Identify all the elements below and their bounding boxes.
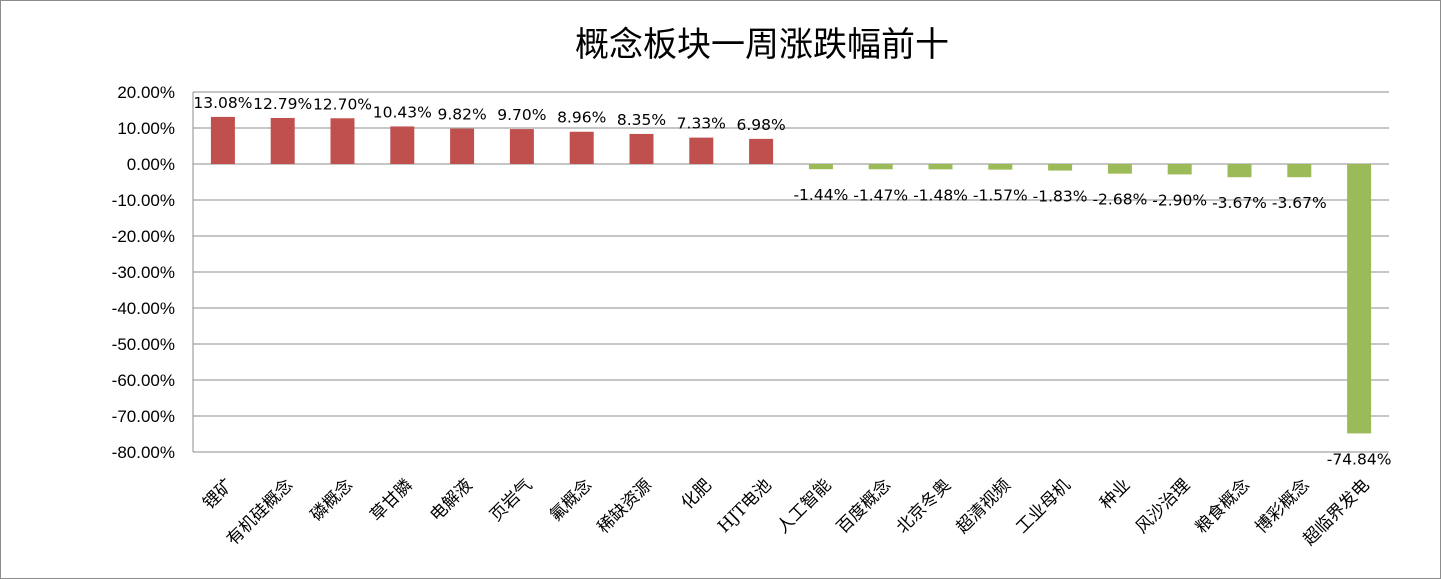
data-label: -1.47%	[853, 186, 908, 204]
category-label: 页岩气	[486, 475, 536, 525]
data-label: -2.68%	[1092, 191, 1147, 209]
category-label: 工业母机	[1012, 475, 1074, 537]
y-tick-label: -50.00%	[112, 335, 175, 354]
bar	[330, 118, 355, 164]
data-label: 8.35%	[617, 111, 666, 129]
bar	[569, 131, 594, 164]
category-label: 稀缺资源	[594, 475, 656, 537]
y-tick-label: -10.00%	[112, 191, 175, 210]
data-label: -1.48%	[913, 186, 968, 204]
category-label: HJT电池	[714, 475, 776, 537]
category-label: 锂矿	[199, 475, 237, 513]
category-label: 化肥	[678, 475, 716, 513]
y-tick-label: -70.00%	[112, 407, 175, 426]
data-label: 12.70%	[313, 95, 372, 113]
bar	[868, 164, 893, 170]
y-tick-label: -20.00%	[112, 227, 175, 246]
bar	[629, 133, 654, 164]
category-label: 北京冬奥	[893, 475, 955, 537]
bar	[808, 164, 833, 170]
bar	[1227, 164, 1252, 178]
y-tick-label: 0.00%	[127, 155, 175, 174]
bar	[509, 129, 534, 164]
data-label: 13.08%	[193, 94, 252, 112]
y-tick-label: -40.00%	[112, 299, 175, 318]
bar	[270, 117, 295, 164]
data-label: -74.84%	[1327, 450, 1392, 468]
bar	[1287, 164, 1312, 178]
y-tick-label: -60.00%	[112, 371, 175, 390]
bar	[450, 128, 475, 164]
bar	[1107, 164, 1132, 174]
data-label: -3.67%	[1212, 194, 1267, 212]
bar	[689, 137, 714, 164]
data-label: 8.96%	[557, 109, 606, 127]
bar	[390, 126, 415, 164]
category-label: 博彩概念	[1251, 475, 1314, 538]
data-label: 7.33%	[677, 115, 726, 133]
category-label: 超清视频	[953, 475, 1015, 537]
y-tick-label: -30.00%	[112, 263, 175, 282]
data-label: 12.79%	[253, 95, 312, 113]
bar	[928, 164, 953, 170]
category-label: 人工智能	[773, 475, 835, 537]
y-tick-label: 20.00%	[117, 83, 175, 102]
data-label: 6.98%	[736, 116, 785, 134]
bar	[1347, 164, 1372, 434]
bar	[1048, 164, 1073, 171]
bar	[1167, 164, 1192, 175]
data-label: -1.83%	[1033, 188, 1088, 206]
category-label: 粮食概念	[1191, 475, 1254, 538]
data-label: 10.43%	[373, 103, 432, 121]
data-label: -2.90%	[1152, 191, 1207, 209]
data-label: 9.82%	[437, 106, 486, 124]
chart-title: 概念板块一周涨跌幅前十	[575, 25, 949, 65]
data-label: -1.57%	[973, 187, 1028, 205]
category-label: 草甘膦	[367, 475, 417, 525]
category-label: 氟概念	[545, 475, 596, 526]
category-label: 种业	[1096, 475, 1134, 513]
data-label: -3.67%	[1272, 194, 1327, 212]
category-label: 风沙治理	[1132, 475, 1194, 537]
y-tick-label: -80.00%	[112, 443, 175, 462]
category-label: 磷概念	[306, 475, 357, 526]
bar	[988, 164, 1013, 170]
category-label: 百度概念	[832, 475, 895, 538]
category-label: 电解液	[426, 475, 476, 525]
data-label: -1.44%	[793, 186, 848, 204]
bar	[749, 138, 774, 164]
data-label: 9.70%	[497, 106, 546, 124]
bar	[210, 116, 235, 164]
y-tick-label: 10.00%	[117, 119, 175, 138]
